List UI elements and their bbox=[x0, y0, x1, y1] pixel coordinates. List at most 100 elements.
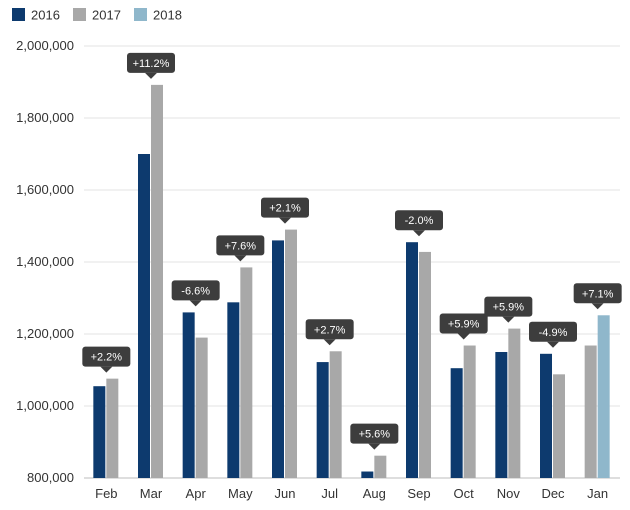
change-callout: +2.2% bbox=[82, 346, 131, 373]
bar-2017-jan bbox=[584, 345, 597, 478]
callout-pointer bbox=[457, 333, 470, 340]
callout-pointer bbox=[413, 230, 425, 237]
change-label: +2.2% bbox=[91, 352, 123, 364]
bar-2017-mar bbox=[151, 84, 163, 478]
change-callout: +7.1% bbox=[573, 283, 622, 310]
bar-2017-sep bbox=[419, 251, 431, 478]
x-tick-label: May bbox=[228, 486, 253, 501]
bar-2018-jan bbox=[597, 315, 610, 478]
legend-label: 2017 bbox=[92, 8, 121, 23]
change-label: +2.1% bbox=[269, 203, 301, 215]
y-axis-tick-labels: 800,000 1,000,000 1,200,000 1,400,000 1,600,… bbox=[16, 38, 74, 485]
gridlines bbox=[84, 45, 620, 479]
bar-2017-may bbox=[240, 267, 253, 478]
x-tick-label: Mar bbox=[140, 486, 163, 501]
callout-box bbox=[261, 197, 309, 218]
callout-box bbox=[573, 283, 622, 304]
change-label: +5.9% bbox=[493, 302, 525, 314]
x-tick-label: Dec bbox=[541, 486, 565, 501]
bar-2016-sep bbox=[406, 242, 418, 478]
x-tick-label: Jun bbox=[275, 486, 296, 501]
change-label: -4.9% bbox=[539, 327, 568, 339]
callout-box bbox=[350, 423, 399, 444]
change-callout: -4.9% bbox=[529, 321, 577, 348]
callout-pointer bbox=[547, 341, 559, 348]
bar-2017-oct bbox=[463, 345, 476, 478]
callout-box bbox=[127, 52, 175, 73]
callout-pointer bbox=[279, 217, 291, 224]
callout-box bbox=[439, 313, 488, 334]
bar-2016-oct bbox=[450, 368, 463, 478]
change-callout: +5.6% bbox=[350, 423, 399, 450]
bar-2016-jul bbox=[316, 362, 329, 478]
bar-2017-jul bbox=[329, 351, 342, 478]
bar-2017-jun bbox=[285, 229, 297, 478]
change-label: +5.6% bbox=[359, 429, 391, 441]
x-tick-label: Nov bbox=[497, 486, 521, 501]
callout-pointer bbox=[368, 443, 381, 450]
callout-pointer bbox=[145, 72, 157, 79]
legend-item-2017: 2017 bbox=[73, 8, 121, 23]
legend-item-2016: 2016 bbox=[12, 8, 60, 23]
callout-pointer bbox=[591, 303, 604, 310]
change-callouts: +2.2% +11.2% -6.6% +7.6% +2.1% +2.7% +5.6% -2.0… bbox=[82, 52, 622, 450]
y-tick-label: 2,000,000 bbox=[16, 38, 74, 53]
bar-2016-jun bbox=[272, 240, 284, 478]
change-callout: +2.1% bbox=[261, 197, 309, 224]
legend: 2016 2017 2018 bbox=[12, 8, 182, 23]
callout-pointer bbox=[189, 300, 202, 307]
change-label: +11.2% bbox=[133, 58, 170, 70]
x-axis-tick-labels: Feb Mar Apr May Jun Jul Aug Sep Oct Nov Dec Jan bbox=[95, 486, 608, 501]
legend-item-2018: 2018 bbox=[134, 8, 182, 23]
change-callout: -6.6% bbox=[171, 280, 220, 307]
callout-pointer bbox=[502, 316, 515, 323]
bar-2017-dec bbox=[553, 374, 565, 478]
change-callout: +2.7% bbox=[305, 319, 354, 346]
change-callout: +5.9% bbox=[484, 296, 533, 323]
change-label: -6.6% bbox=[181, 285, 210, 297]
callout-pointer bbox=[100, 366, 113, 373]
bar-2016-dec bbox=[540, 353, 552, 478]
change-callout: -2.0% bbox=[395, 210, 443, 237]
x-tick-label: Jul bbox=[321, 486, 338, 501]
y-tick-label: 1,600,000 bbox=[16, 182, 74, 197]
x-tick-label: Sep bbox=[407, 486, 430, 501]
callout-box bbox=[395, 210, 443, 231]
y-tick-label: 1,200,000 bbox=[16, 326, 74, 341]
bar-2016-nov bbox=[495, 352, 508, 478]
callout-box bbox=[305, 319, 354, 340]
callout-box bbox=[216, 235, 265, 256]
bar-2016-mar bbox=[138, 154, 150, 478]
bar-2017-apr bbox=[195, 337, 208, 478]
change-callout: +7.6% bbox=[216, 235, 265, 262]
y-tick-label: 1,400,000 bbox=[16, 254, 74, 269]
y-tick-label: 800,000 bbox=[27, 470, 74, 485]
change-label: +5.9% bbox=[448, 319, 480, 331]
legend-swatch bbox=[73, 8, 86, 21]
y-tick-label: 1,000,000 bbox=[16, 398, 74, 413]
bar-2016-aug bbox=[361, 471, 374, 478]
bar-2016-may bbox=[227, 302, 240, 478]
bar-2016-feb bbox=[93, 386, 106, 478]
change-label: +2.7% bbox=[314, 324, 346, 336]
legend-label: 2016 bbox=[31, 8, 60, 23]
legend-swatch bbox=[12, 8, 25, 21]
change-label: -2.0% bbox=[405, 215, 434, 227]
legend-swatch bbox=[134, 8, 147, 21]
y-tick-label: 1,800,000 bbox=[16, 110, 74, 125]
x-tick-label: Oct bbox=[454, 486, 475, 501]
change-callout: +11.2% bbox=[127, 52, 175, 79]
x-tick-label: Aug bbox=[363, 486, 386, 501]
callout-pointer bbox=[323, 339, 336, 346]
bar-2016-apr bbox=[182, 312, 195, 478]
callout-box bbox=[484, 296, 533, 317]
x-tick-label: Jan bbox=[587, 486, 608, 501]
callout-box bbox=[82, 346, 131, 367]
callout-box bbox=[529, 321, 577, 342]
bar-2017-nov bbox=[508, 328, 521, 478]
change-label: +7.6% bbox=[225, 240, 257, 252]
x-tick-label: Feb bbox=[95, 486, 117, 501]
change-label: +7.1% bbox=[582, 288, 614, 300]
change-callout: +5.9% bbox=[439, 313, 488, 340]
